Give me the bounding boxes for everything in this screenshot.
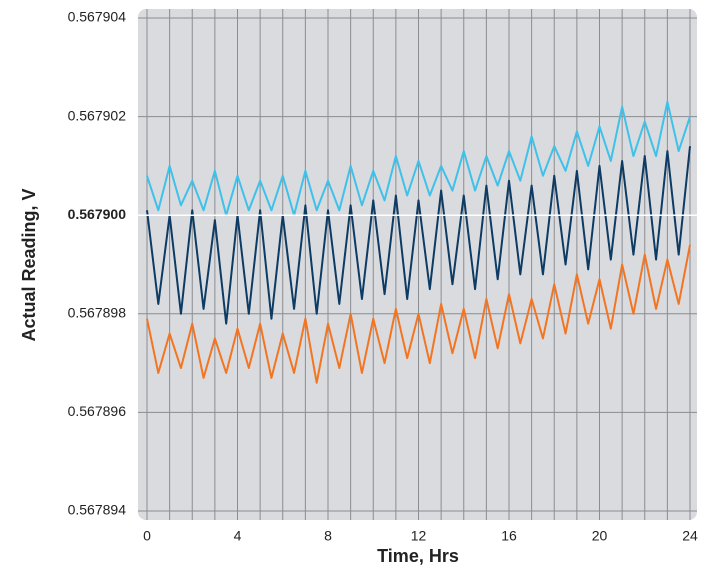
y-tick-label: 0.567904	[68, 9, 127, 25]
y-tick-label: 0.567894	[68, 502, 127, 518]
x-tick-label: 0	[143, 528, 151, 544]
x-tick-label: 4	[234, 528, 242, 544]
x-tick-label: 12	[411, 528, 427, 544]
x-tick-label: 8	[324, 528, 332, 544]
x-axis-title: Time, Hrs	[377, 546, 459, 566]
plot-background	[138, 9, 697, 520]
x-tick-label: 24	[682, 528, 698, 544]
y-tick-label: 0.567898	[68, 305, 127, 321]
y-tick-label: 0.567902	[68, 107, 127, 123]
y-tick-label: 0.567900	[68, 206, 127, 222]
y-tick-label: 0.567896	[68, 403, 127, 419]
y-axis-title: Actual Reading, V	[19, 188, 39, 341]
data-line	[146, 244, 691, 384]
data-line	[146, 100, 691, 217]
x-tick-label: 16	[501, 528, 517, 544]
x-tick-label: 20	[592, 528, 608, 544]
